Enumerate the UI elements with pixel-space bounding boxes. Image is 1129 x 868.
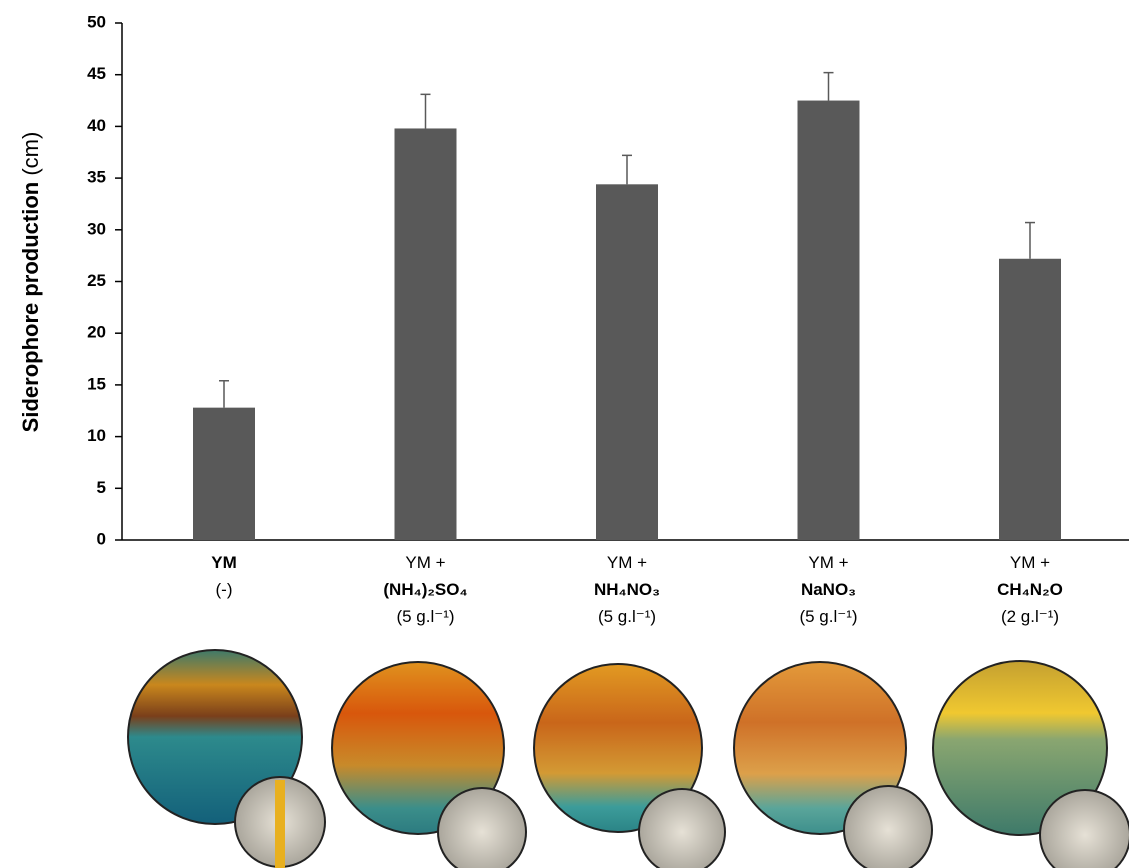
- bar: [193, 408, 255, 540]
- x-tick-label-line: (NH₄)₂SO₄: [383, 580, 467, 599]
- y-tick-label: 15: [87, 374, 106, 393]
- x-tick-label-line: CH₄N₂O: [997, 580, 1063, 599]
- bar: [395, 128, 457, 540]
- x-tick-label-line: NH₄NO₃: [594, 580, 660, 599]
- y-axis-title-unit: (cm): [18, 132, 43, 176]
- x-tick-label-line: (2 g.l⁻¹): [1001, 607, 1059, 626]
- bar: [596, 184, 658, 540]
- x-tick-label-line: YM +: [808, 553, 848, 572]
- y-tick-label: 0: [97, 529, 106, 548]
- y-tick-label: 30: [87, 219, 106, 238]
- y-tick-label: 25: [87, 271, 106, 290]
- x-tick-label: YM + NaNO₃ (5 g.l⁻¹): [799, 553, 857, 626]
- y-tick-label: 45: [87, 64, 106, 83]
- y-tick-label: 50: [87, 12, 106, 31]
- y-tick-label: 5: [97, 478, 106, 497]
- x-tick-label: YM + (NH₄)₂SO₄ (5 g.l⁻¹): [383, 553, 467, 626]
- x-tick-label: YM + CH₄N₂O (2 g.l⁻¹): [997, 553, 1063, 626]
- y-tick-label: 40: [87, 116, 106, 135]
- y-axis-title: Siderophore production (cm): [18, 132, 43, 433]
- bar: [999, 259, 1061, 540]
- x-tick-label-line: NaNO₃: [801, 580, 856, 599]
- bar: [798, 101, 860, 540]
- y-tick-label: 35: [87, 168, 106, 187]
- plate-photos: [128, 650, 1129, 868]
- y-tick-label: 10: [87, 426, 106, 445]
- x-tick-label-line: (5 g.l⁻¹): [799, 607, 857, 626]
- x-tick-label-line: (-): [216, 580, 233, 599]
- x-tick-label-line: (5 g.l⁻¹): [396, 607, 454, 626]
- x-tick-label-line: (5 g.l⁻¹): [598, 607, 656, 626]
- x-tick-label-line: YM +: [1010, 553, 1050, 572]
- x-tick-label: YM (-): [211, 553, 237, 599]
- x-tick-label-line: YM: [211, 553, 237, 572]
- x-tick-label: YM + NH₄NO₃ (5 g.l⁻¹): [594, 553, 660, 626]
- chart: Siderophore production (cm) 0 5 10 15 20 25 30…: [0, 0, 1129, 868]
- y-tick-label: 20: [87, 323, 106, 342]
- x-tick-label-line: YM +: [405, 553, 445, 572]
- x-tick-label-line: YM +: [607, 553, 647, 572]
- y-axis-title-main: Siderophore production: [18, 182, 43, 433]
